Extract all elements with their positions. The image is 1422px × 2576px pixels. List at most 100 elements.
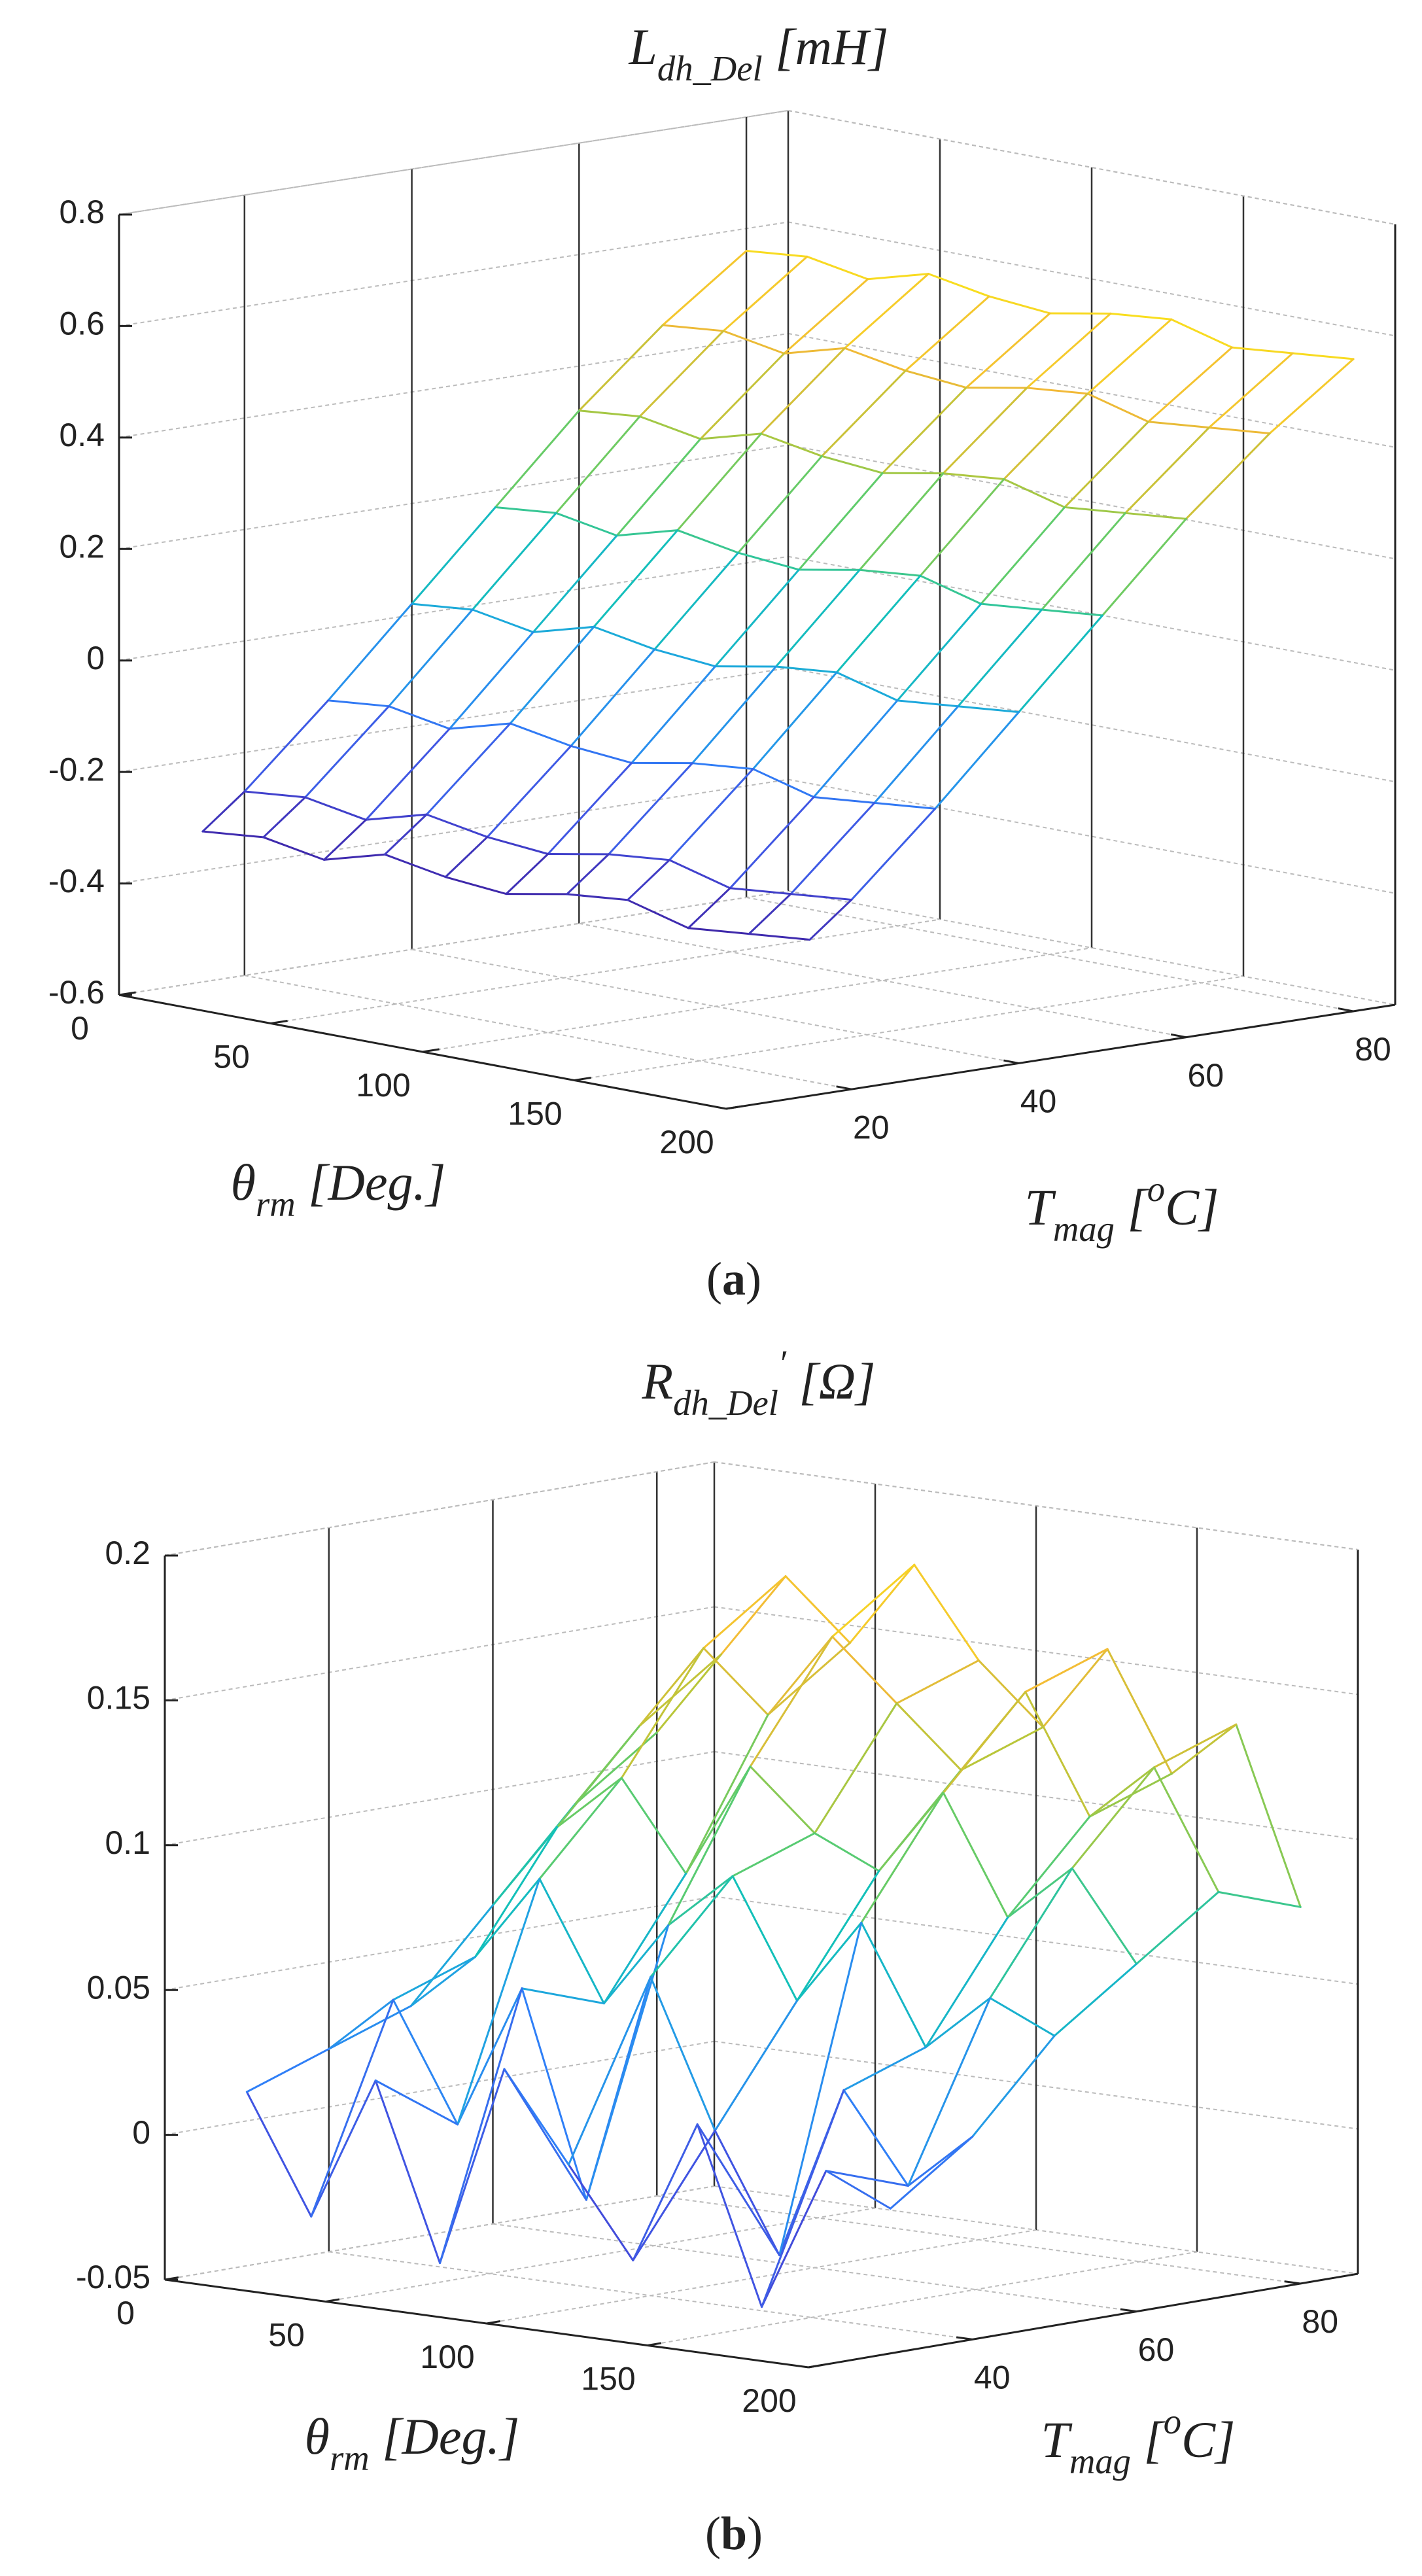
grid-line (647, 2251, 1198, 2346)
mesh-line (748, 933, 811, 941)
mesh-line (444, 876, 508, 896)
mesh-line (1106, 1648, 1173, 1775)
mesh-line (1235, 1723, 1302, 1908)
tick-mark (486, 2320, 501, 2325)
mesh-line (328, 2005, 412, 2050)
mesh-line (364, 813, 428, 821)
chart-title-part: ′ (778, 1343, 787, 1383)
mesh-line (201, 790, 246, 833)
mesh-line (860, 1792, 945, 1924)
grid-line (788, 555, 1396, 671)
mesh-line (1003, 392, 1089, 480)
caption: (a) (706, 1253, 761, 1305)
y-tick-label: 20 (853, 1109, 890, 1145)
mesh-line (632, 2129, 716, 2261)
grid-line (579, 922, 1187, 1038)
mesh-line (1053, 1962, 1137, 2037)
tick-mark (574, 1077, 591, 1081)
mesh-line (729, 887, 792, 896)
z-tick-label: 0.8 (59, 194, 105, 230)
mesh-line (980, 506, 1066, 605)
mesh-line (1064, 421, 1150, 508)
tick-mark (1170, 1033, 1187, 1039)
grid-line (164, 2185, 715, 2280)
mesh-line (1217, 1890, 1302, 1908)
mesh-line (1147, 346, 1233, 423)
mesh-line (796, 1921, 863, 2002)
mesh-line (667, 1765, 752, 1926)
mesh-line (555, 512, 618, 537)
grid-line (244, 975, 852, 1090)
grid-line (486, 2229, 1037, 2324)
mesh-line (567, 2163, 634, 2261)
x-axis-label-part: θ (231, 1154, 256, 1211)
mesh-line (638, 415, 702, 440)
x-tick-label: 150 (581, 2361, 635, 2397)
mesh-line (1042, 1648, 1109, 1728)
y-tick-label: 40 (1020, 1083, 1057, 1120)
x-tick-label: 50 (213, 1039, 250, 1075)
mesh-line (503, 2068, 587, 2201)
x-tick-label: 200 (659, 1124, 714, 1160)
mesh-line (1124, 512, 1187, 520)
mesh-line (532, 625, 595, 633)
mesh-line (842, 2089, 909, 2187)
grid-line (788, 778, 1396, 894)
mesh-line (989, 1996, 1056, 2037)
mesh-line (243, 699, 330, 793)
mesh-line (653, 648, 717, 668)
mesh-line (806, 255, 869, 281)
mesh-line (1026, 387, 1089, 395)
grid-line (788, 332, 1396, 448)
x-axis-label-part: [Deg.] (370, 2408, 520, 2465)
mesh-line (608, 853, 670, 862)
mesh-line (521, 1987, 605, 2005)
mesh-line (774, 568, 861, 668)
mesh-line (631, 665, 717, 764)
caption-part: ) (746, 1253, 761, 1305)
mesh-line (262, 796, 307, 839)
mesh-line (310, 1998, 394, 2218)
chart-title-part: dh_Del (657, 48, 763, 88)
caption-part: ( (706, 1253, 722, 1305)
mesh-line (821, 370, 907, 457)
y-axis (808, 2272, 1359, 2369)
y-axis-label: Tmag [oC] (1041, 2401, 1236, 2481)
mesh-line (783, 347, 846, 355)
mesh-line (383, 813, 428, 856)
mesh-line (474, 1826, 559, 1958)
mesh-line (439, 1987, 523, 2265)
mesh-line (942, 1690, 1027, 1794)
caption-part: ( (705, 2507, 721, 2560)
mesh-line (245, 2091, 313, 2218)
mesh-line (919, 478, 1005, 577)
grid-line (788, 667, 1396, 783)
mesh-line (1041, 608, 1103, 617)
mesh-line (812, 699, 899, 799)
mesh-line (638, 330, 725, 418)
x-axis-label-part: θ (305, 2408, 330, 2465)
mesh-line (904, 370, 967, 389)
y-axis-label-part: T (1025, 1179, 1056, 1236)
mesh-line (844, 273, 929, 349)
mesh-line (685, 1765, 752, 1875)
z-tick-label: 0 (132, 2114, 150, 2151)
mesh-line (737, 551, 800, 571)
mesh-line (924, 1916, 1009, 2049)
mesh-line (774, 665, 838, 674)
mesh-line (245, 2047, 330, 2093)
mesh-line (1207, 426, 1271, 435)
mesh-line (942, 1792, 1009, 1919)
mesh-line (895, 1659, 980, 1705)
chart-title: Ldh_Del [mH] (629, 18, 889, 88)
y-axis-label-part: C] (1165, 1179, 1219, 1236)
mesh-line (1018, 614, 1103, 714)
mesh-line (570, 648, 656, 747)
mesh-line (556, 1777, 623, 1828)
z-tick-label: 0.1 (105, 1824, 150, 1861)
mesh-line (934, 711, 1020, 810)
mesh-line (691, 665, 777, 765)
mesh-line (547, 761, 633, 856)
grid-line (118, 667, 789, 773)
mesh-line (825, 2170, 892, 2210)
